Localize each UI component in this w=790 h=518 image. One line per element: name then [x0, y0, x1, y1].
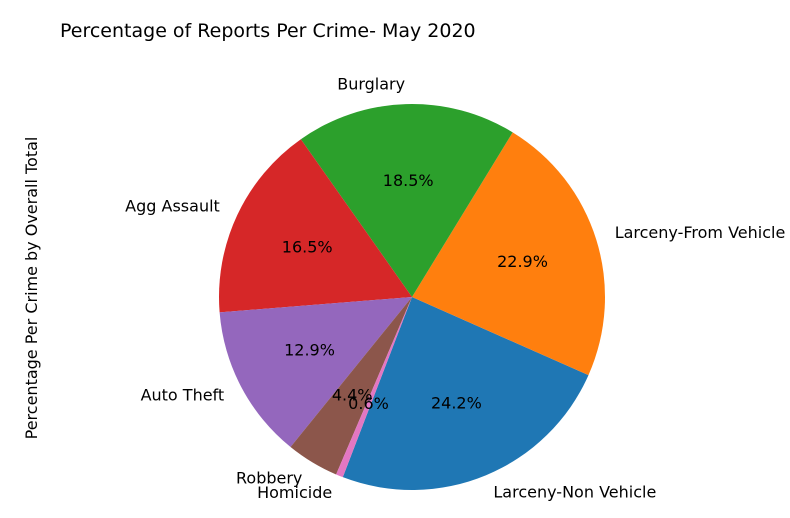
slice-pct-auto-theft: 12.9%	[284, 341, 335, 360]
slice-label-robbery: Robbery	[236, 468, 302, 487]
slice-label-homicide: Homicide	[257, 483, 332, 502]
slice-pct-robbery: 4.4%	[332, 386, 373, 405]
pie-slice-larceny-non-vehicle	[342, 297, 589, 491]
slice-label-larceny-from-vehicle: Larceny-From Vehicle	[615, 223, 786, 242]
pie-slice-auto-theft	[219, 297, 412, 447]
slice-pct-burglary: 18.5%	[383, 171, 434, 190]
slice-label-agg-assault: Agg Assault	[125, 196, 220, 215]
pie-slice-agg-assault	[218, 139, 412, 313]
slice-pct-homicide: 0.6%	[348, 394, 389, 413]
slice-label-auto-theft: Auto Theft	[141, 385, 225, 404]
pie-slices	[218, 103, 606, 491]
slice-pct-larceny-from-vehicle: 22.9%	[497, 252, 548, 271]
pie-slice-homicide	[336, 297, 412, 478]
pie-slice-robbery	[290, 297, 412, 475]
chart-title: Percentage of Reports Per Crime- May 202…	[60, 20, 476, 42]
slice-pct-larceny-non-vehicle: 24.2%	[431, 393, 482, 412]
slice-label-burglary: Burglary	[337, 74, 405, 93]
slice-pct-agg-assault: 16.5%	[282, 237, 333, 256]
pie-slice-larceny-from-vehicle	[412, 132, 606, 376]
slice-label-larceny-non-vehicle: Larceny-Non Vehicle	[493, 483, 656, 502]
pie-labels: Larceny-Non Vehicle 24.2% Larceny-From Veh…	[125, 74, 785, 502]
y-axis-label: Percentage Per Crime by Overall Total	[22, 137, 41, 440]
pie-slice-burglary	[300, 103, 513, 297]
